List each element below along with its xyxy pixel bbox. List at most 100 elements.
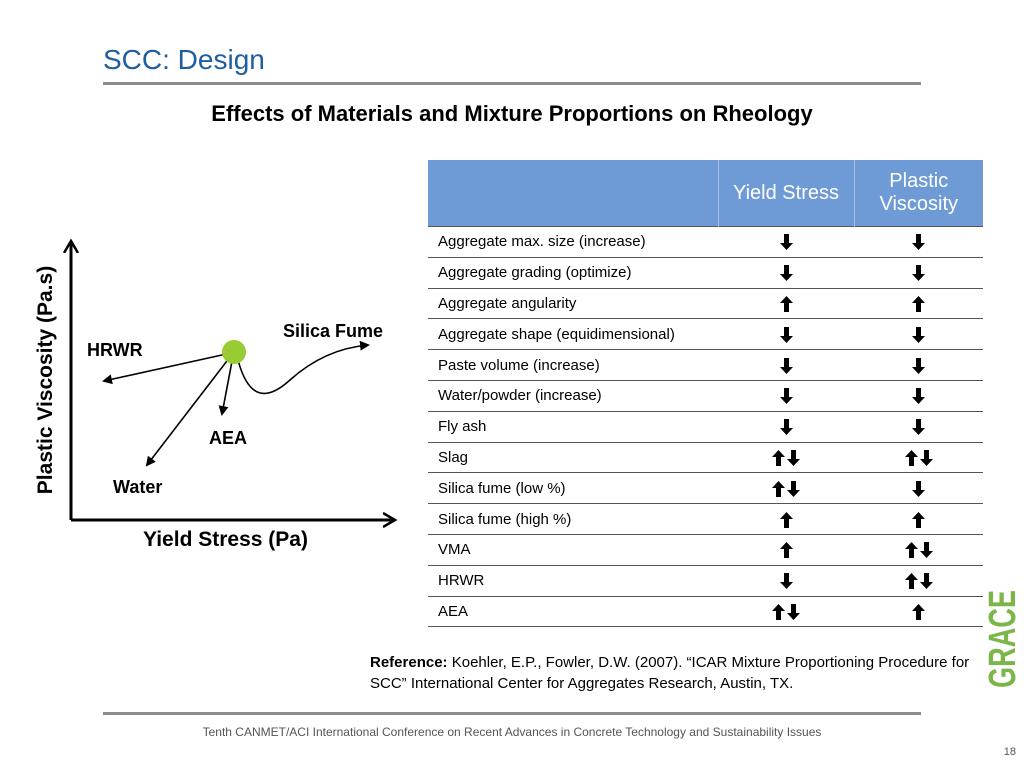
silica-fume-label: Silica Fume xyxy=(283,321,384,341)
arrow-down-icon xyxy=(912,234,925,251)
arrow-up-icon xyxy=(912,296,925,312)
row-item-label: Aggregate shape (equidimensional) xyxy=(428,318,718,351)
row-item-label: Silica fume (high %) xyxy=(428,503,718,535)
yield-stress-effect xyxy=(718,411,854,443)
row-item-label: VMA xyxy=(428,534,718,566)
rheology-effects-table: Yield Stress Plastic Viscosity Aggregate… xyxy=(428,160,983,628)
yield-stress-effect xyxy=(718,442,854,474)
yield-stress-effect xyxy=(718,257,854,289)
arrow-down-icon xyxy=(912,480,925,497)
water-label: Water xyxy=(113,477,163,497)
yield-stress-effect xyxy=(718,226,854,258)
table-row: Silica fume (low %) xyxy=(428,472,983,505)
table-row: Slag xyxy=(428,442,983,474)
row-item-label: Aggregate angularity xyxy=(428,288,718,320)
arrow-up-icon xyxy=(912,511,925,528)
arrow-down-icon xyxy=(787,603,800,620)
header-item xyxy=(428,160,718,227)
plastic-viscosity-effect xyxy=(854,226,983,258)
yield-stress-effect xyxy=(718,565,854,597)
aea-arrow xyxy=(218,355,234,416)
arrow-down-icon xyxy=(779,234,793,251)
arrow-down-icon xyxy=(787,449,800,466)
page-number: 18 xyxy=(1003,746,1016,758)
table-row: AEA xyxy=(428,596,983,628)
logo-text: GRACE xyxy=(985,590,1021,688)
yield-stress-effect xyxy=(718,380,854,412)
footer-text: Tenth CANMET/ACI International Conferenc… xyxy=(202,725,822,739)
row-item-label: Aggregate grading (optimize) xyxy=(428,257,718,289)
plastic-viscosity-effect xyxy=(854,411,983,443)
header-plastic-viscosity: Plastic Viscosity xyxy=(853,160,983,227)
arrow-down-icon xyxy=(787,480,800,497)
plastic-viscosity-effect xyxy=(854,534,983,566)
table-row: Aggregate shape (equidimensional) xyxy=(428,318,983,351)
table-row: Water/powder (increase) xyxy=(428,380,983,412)
arrow-up-icon xyxy=(779,511,793,528)
arrow-down-icon xyxy=(912,326,925,343)
row-item-label: AEA xyxy=(428,596,718,628)
row-item-label: Slag xyxy=(428,442,718,474)
arrow-up-icon xyxy=(904,449,918,466)
arrow-down-icon xyxy=(919,573,933,590)
arrow-up-icon xyxy=(904,542,918,559)
table-row: Aggregate max. size (increase) xyxy=(428,226,983,258)
row-item-label: HRWR xyxy=(428,565,718,597)
slide-subtitle: Effects of Materials and Mixture Proport… xyxy=(211,101,813,126)
arrow-down-icon xyxy=(912,357,925,374)
arrow-up-icon xyxy=(912,603,925,620)
plastic-viscosity-effect xyxy=(854,596,983,628)
row-item-label: Aggregate max. size (increase) xyxy=(428,226,718,258)
y-axis-label: Plastic Viscosity (Pa.s) xyxy=(34,265,57,495)
table-row: Fly ash xyxy=(428,411,983,443)
table-row: VMA xyxy=(428,534,983,566)
aea-label: AEA xyxy=(209,428,248,448)
plastic-viscosity-effect xyxy=(854,472,983,505)
hrwr-label: HRWR xyxy=(87,340,143,360)
arrow-down-icon xyxy=(779,357,793,374)
plastic-viscosity-effect xyxy=(854,565,983,597)
grace-logo: GRACE xyxy=(985,590,1021,688)
row-item-label: Paste volume (increase) xyxy=(428,349,718,381)
arrow-down-icon xyxy=(779,326,793,343)
footer-divider xyxy=(103,712,921,715)
arrow-up-icon xyxy=(772,480,785,497)
table-row: Silica fume (high %) xyxy=(428,503,983,535)
plastic-viscosity-effect xyxy=(854,288,983,320)
arrow-up-icon xyxy=(772,603,785,620)
arrow-up-icon xyxy=(779,296,793,312)
arrow-down-icon xyxy=(779,388,793,405)
title-divider xyxy=(103,82,921,85)
plastic-viscosity-effect xyxy=(854,442,983,474)
row-item-label: Water/powder (increase) xyxy=(428,380,718,412)
arrow-up-icon xyxy=(904,573,918,590)
reference-note: Reference: Koehler, E.P., Fowler, D.W. (… xyxy=(370,652,990,694)
yield-stress-effect xyxy=(718,596,854,628)
table-row: Aggregate angularity xyxy=(428,288,983,320)
yield-stress-effect xyxy=(718,534,854,566)
yield-stress-effect xyxy=(718,288,854,320)
arrow-down-icon xyxy=(779,265,793,282)
row-item-label: Silica fume (low %) xyxy=(428,472,718,505)
arrow-up-icon xyxy=(772,449,785,466)
origin-dot xyxy=(222,340,246,364)
yield-stress-effect xyxy=(718,349,854,381)
x-axis-label: Yield Stress (Pa) xyxy=(143,528,308,551)
page-title: SCC: Design xyxy=(103,44,265,75)
arrow-down-icon xyxy=(912,265,925,282)
reference-text: Koehler, E.P., Fowler, D.W. (2007). “ICA… xyxy=(370,654,970,692)
arrow-down-icon xyxy=(912,388,925,405)
table-row: HRWR xyxy=(428,565,983,597)
plastic-viscosity-effect xyxy=(854,380,983,412)
header-yield-stress: Yield Stress xyxy=(717,160,854,227)
yield-stress-effect xyxy=(718,318,854,351)
reference-label: Reference: xyxy=(370,654,448,671)
row-item-label: Fly ash xyxy=(428,411,718,443)
yield-stress-effect xyxy=(718,472,854,505)
arrow-down-icon xyxy=(912,419,925,436)
table-header-row: Yield Stress Plastic Viscosity xyxy=(428,160,983,227)
yield-stress-effect xyxy=(718,503,854,535)
plastic-viscosity-effect xyxy=(854,503,983,535)
arrow-down-icon xyxy=(919,449,933,466)
arrow-up-icon xyxy=(779,542,793,559)
